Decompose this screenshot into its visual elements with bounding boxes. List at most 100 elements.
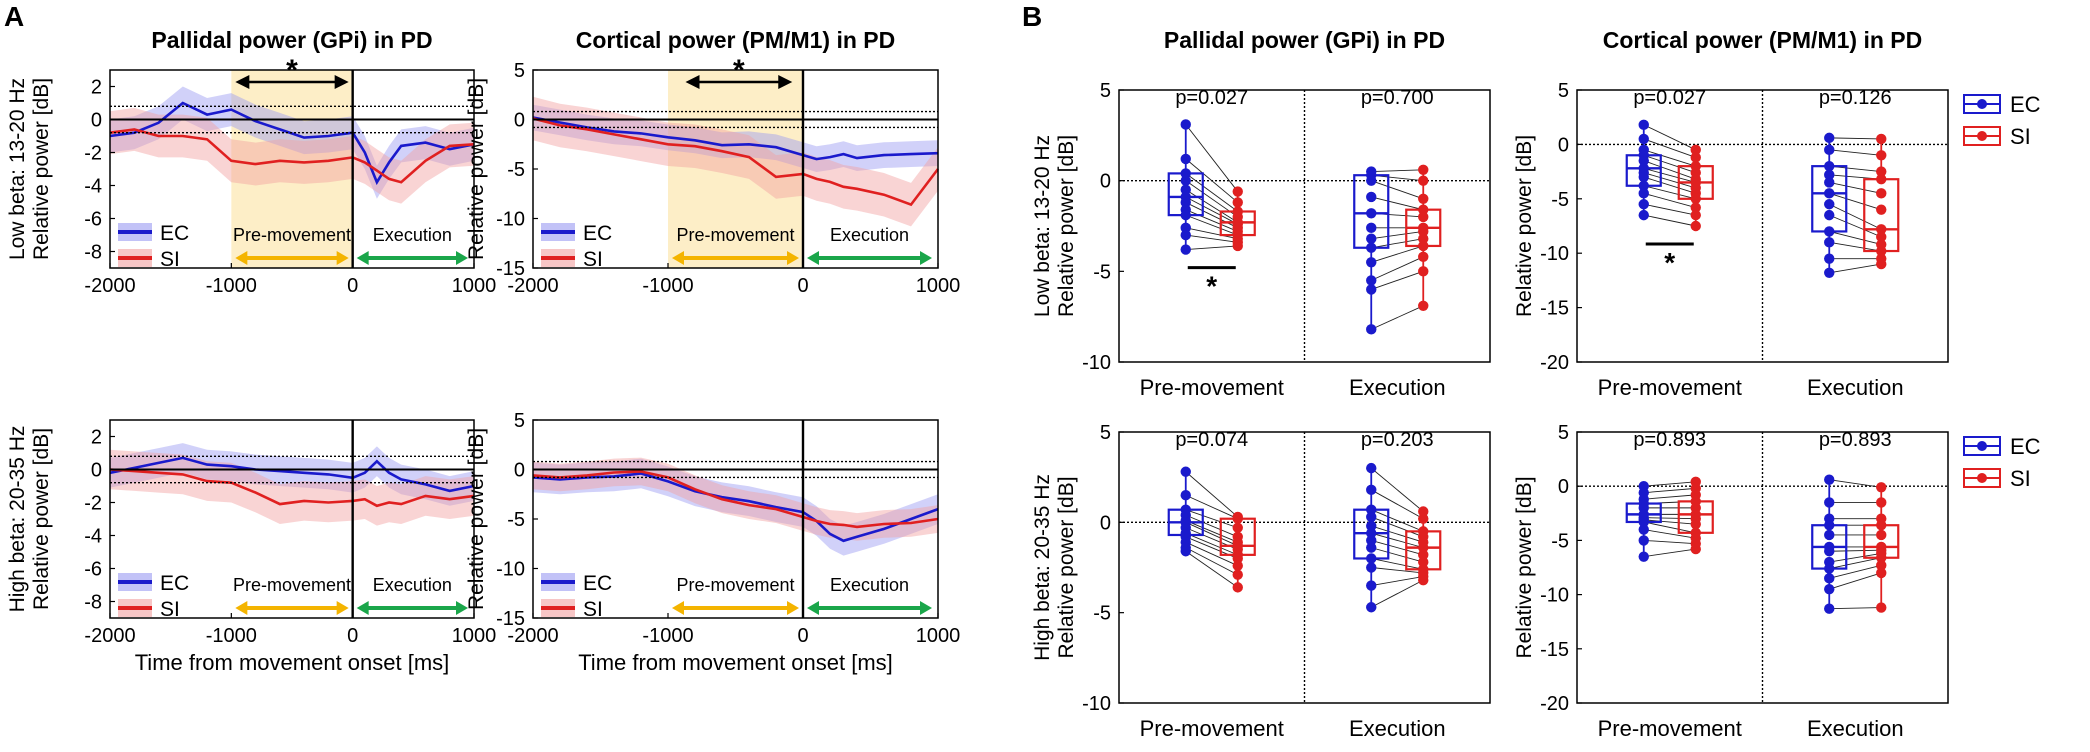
pair-line (1643, 192, 1696, 208)
x-tick-label: 1000 (916, 275, 961, 297)
data-point-ec (1180, 119, 1191, 130)
pair-line (1371, 579, 1424, 608)
data-point-ec (1638, 551, 1649, 562)
data-point-ec (1824, 583, 1835, 595)
execution-arrow-head-left (356, 601, 369, 615)
data-point-ec (1366, 208, 1377, 219)
chart-B-pm-high: 5 0 -5 -10 -15 -20 Pre-movement p=0.893 Executio… (1513, 422, 2041, 741)
data-point-ec (1824, 267, 1835, 278)
pair-line (1185, 124, 1239, 192)
y-axis-label: Relative power [dB] (1055, 476, 1078, 658)
pair-line (1829, 479, 1882, 488)
x-tick-label: -1000 (642, 625, 693, 647)
axes-frame (109, 69, 475, 269)
data-point-ec (1638, 535, 1649, 546)
significance-arrow-head-left (235, 75, 250, 89)
data-point-si (1418, 513, 1429, 524)
pair-line (1185, 521, 1238, 547)
category-label: Execution (1349, 716, 1446, 741)
data-point-ec (1366, 602, 1377, 613)
data-point-ec (1180, 175, 1191, 186)
data-point-ec (1638, 119, 1649, 131)
pair-line (1829, 263, 1882, 274)
data-point-ec (1180, 546, 1191, 557)
data-point-si (1876, 482, 1887, 493)
y-tick-label: -20 (1540, 693, 1569, 715)
pair-line (1371, 245, 1424, 263)
x-tick-label: 0 (347, 275, 358, 297)
pair-line (1371, 169, 1424, 173)
premovement-arrow-head-left (235, 251, 248, 265)
pair-line (1185, 158, 1239, 203)
y-axis-label: Relative power [dB] (465, 78, 488, 260)
pair-line (1643, 167, 1696, 183)
data-point-ec (1824, 169, 1835, 181)
y-tick-label: -6 (84, 209, 102, 231)
pair-line (1829, 607, 1882, 610)
data-point-si (1690, 209, 1701, 221)
data-point-si (1418, 164, 1429, 175)
pair-line (1643, 149, 1696, 167)
data-point-si (1418, 240, 1429, 252)
pair-line (1371, 489, 1424, 520)
legend-label: EC (583, 222, 612, 245)
premovement-arrow-head-right (336, 251, 349, 265)
data-point-ec (1824, 253, 1835, 264)
pair-line (1643, 138, 1696, 158)
premovement-arrow-head-left (672, 601, 684, 615)
pair-line (1371, 532, 1424, 549)
execution-label: Execution (373, 225, 452, 245)
data-point-si (1876, 560, 1887, 571)
data-point-ec (1366, 562, 1377, 573)
category-label: Pre-movement (1598, 375, 1742, 400)
significance-arrow-head-right (778, 75, 793, 89)
y-tick-label: -10 (496, 209, 525, 231)
y-tick-label: 0 (514, 460, 525, 482)
data-point-ec (1366, 324, 1377, 335)
y-axis-label: Relative power [dB] (1513, 135, 1536, 317)
pair-line (1643, 487, 1696, 494)
premovement-label: Pre-movement (676, 575, 794, 595)
data-point-si (1690, 220, 1701, 232)
pair-line (1371, 539, 1424, 556)
y-tick-label: -5 (507, 159, 525, 181)
x-tick-label: 0 (797, 625, 808, 647)
pair-line (1185, 509, 1238, 529)
premovement-label: Pre-movement (233, 575, 351, 595)
data-point-si (1876, 150, 1887, 161)
series-line-si (109, 468, 475, 508)
pair-line (1371, 238, 1424, 249)
data-point-si (1418, 300, 1429, 311)
data-point-ec (1824, 209, 1835, 221)
pair-line (1371, 196, 1424, 211)
data-point-si (1418, 193, 1429, 204)
y-tick-label: -5 (507, 509, 525, 531)
data-point-ec (1366, 175, 1377, 186)
band-ec (110, 443, 474, 506)
pair-line (1643, 481, 1696, 487)
data-point-ec (1824, 132, 1835, 144)
data-point-ec (1638, 199, 1649, 210)
chart-A-pm-high: -2000 -1000 0 1000 5 0 -5 -10 -15 Relative power … (465, 410, 960, 675)
y-tick-label: 0 (1100, 512, 1111, 534)
pair-line (1643, 154, 1696, 174)
y-axis-label: Relative power [dB] (1513, 476, 1536, 658)
p-value-label: p=0.700 (1361, 87, 1434, 109)
pair-line (1371, 516, 1424, 538)
data-point-ec (1638, 155, 1649, 166)
data-point-si (1876, 258, 1887, 270)
frequency-band-label: Low beta: 13-20 Hz (1031, 135, 1054, 317)
data-point-ec (1638, 209, 1649, 221)
x-tick-label: -1000 (642, 275, 693, 297)
y-tick-label: -15 (496, 608, 525, 630)
pair-line (1643, 519, 1696, 525)
pair-line (1643, 214, 1696, 227)
data-point-ec (1824, 177, 1835, 188)
data-point-si (1418, 251, 1429, 263)
data-point-ec (1824, 160, 1835, 172)
x-tick-label: 1000 (452, 625, 497, 647)
y-tick-label: 0 (1100, 171, 1111, 193)
category-label: Pre-movement (1140, 716, 1284, 741)
data-point-ec (1366, 233, 1377, 244)
